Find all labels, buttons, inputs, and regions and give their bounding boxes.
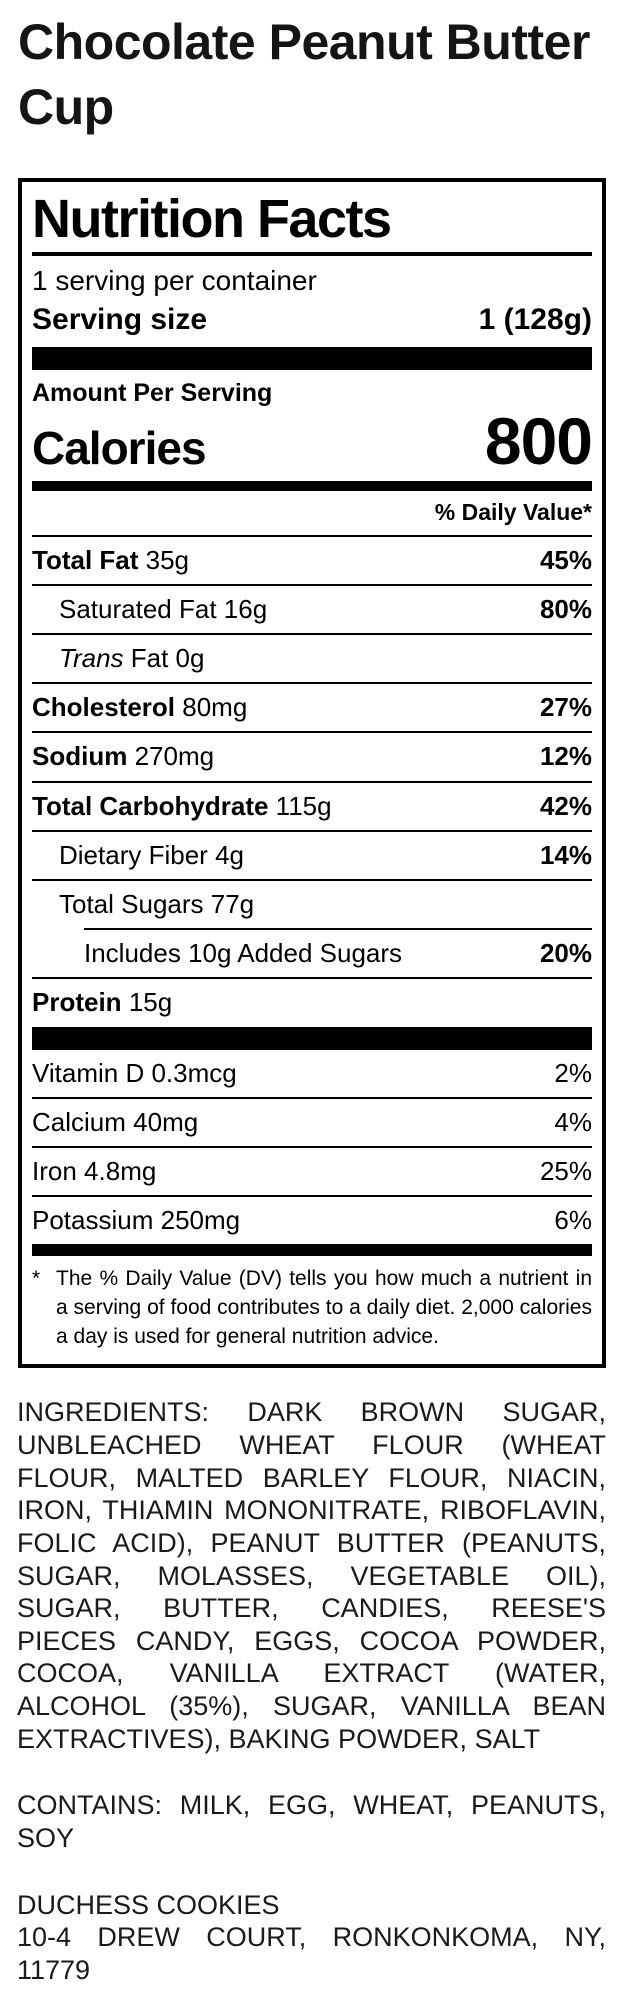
- vitamin-row-iron: Iron 4.8mg 25%: [32, 1148, 592, 1195]
- ingredients-paragraph: INGREDIENTS: DARK BROWN SUGAR, UNBLEACHE…: [17, 1397, 606, 1754]
- servings-per-container: 1 serving per container: [32, 265, 317, 297]
- row-separator: [32, 1195, 592, 1198]
- calories-label: Calories: [32, 421, 207, 474]
- medium-divider-bar: [32, 480, 592, 491]
- row-separator: [32, 682, 592, 685]
- vitamin-row-potassium: Potassium 250mg 6%: [32, 1197, 592, 1244]
- row-separator: [32, 780, 592, 783]
- nutrient-name-amount: Total Fat 35g: [32, 544, 190, 575]
- row-separator: [32, 879, 592, 881]
- vitamin-dv: 4%: [554, 1106, 592, 1137]
- row-separator: [32, 583, 592, 586]
- nutrient-dv: 14%: [539, 839, 592, 870]
- thick-divider-bar: [32, 1026, 592, 1050]
- serving-size-value: 1 (128g): [478, 302, 592, 336]
- row-separator-indented: [84, 928, 592, 931]
- row-separator: [32, 829, 592, 832]
- allergens-paragraph: CONTAINS: MILK, EGG, WHEAT, PEANUTS, SOY: [17, 1790, 606, 1854]
- nutrient-dv: 27%: [539, 692, 592, 723]
- vitamin-row-vitamin-d: Vitamin D 0.3mcg 2%: [32, 1050, 592, 1097]
- nutrient-row-saturated-fat: Saturated Fat 16g 80%: [32, 586, 592, 633]
- row-separator: [32, 1145, 592, 1148]
- nutrient-dv: 42%: [539, 790, 592, 821]
- vitamin-dv: 2%: [554, 1057, 592, 1088]
- nutrient-row-dietary-fiber: Dietary Fiber 4g 14%: [32, 832, 592, 879]
- serving-size-row: Serving size 1 (128g): [32, 300, 592, 347]
- footnote-text: The % Daily Value (DV) tells you how muc…: [56, 1267, 592, 1349]
- nutrient-dv: 12%: [539, 741, 592, 772]
- nutrient-row-total-fat: Total Fat 35g 45%: [32, 537, 592, 584]
- vitamin-name-amount: Potassium 250mg: [32, 1205, 241, 1236]
- nutrient-dv: 20%: [539, 938, 592, 969]
- manufacturer-name: DUCHESS COOKIES: [17, 1889, 280, 1920]
- page-title: Chocolate Peanut Butter Cup: [18, 14, 590, 135]
- nutrient-row-added-sugars: Includes 10g Added Sugars 20%: [32, 930, 592, 977]
- daily-value-header: % Daily Value*: [434, 498, 592, 525]
- nutrient-name-amount: Sodium 270mg: [32, 741, 215, 772]
- nutrient-name-amount: Protein 15g: [32, 987, 173, 1018]
- serving-size-label: Serving size: [32, 302, 208, 336]
- footnote-asterisk: *: [32, 1267, 41, 1291]
- nutrient-name-amount: Dietary Fiber 4g: [59, 839, 244, 870]
- nutrient-row-total-carbohydrate: Total Carbohydrate 115g 42%: [32, 783, 592, 830]
- nutrition-facts-heading: Nutrition Facts: [32, 189, 392, 249]
- row-separator: [32, 633, 592, 636]
- manufacturer-address: 10-4 DREW COURT, RONKONKOMA, NY, 11779: [17, 1922, 606, 1986]
- row-separator: [32, 731, 592, 734]
- vitamin-row-calcium: Calcium 40mg 4%: [32, 1099, 592, 1146]
- nutrient-row-cholesterol: Cholesterol 80mg 27%: [32, 684, 592, 731]
- vitamin-name-amount: Vitamin D 0.3mcg: [32, 1057, 237, 1088]
- nutrient-name-amount: Trans Fat 0g: [59, 643, 205, 674]
- calories-value: 800: [484, 403, 593, 478]
- nutrient-row-total-sugars: Total Sugars 77g: [32, 881, 592, 928]
- calories-row: Calories 800: [32, 403, 593, 481]
- nutrient-name-amount: Total Carbohydrate 115g: [32, 790, 332, 821]
- nutrient-row-protein: Protein 15g: [32, 979, 592, 1026]
- nutrient-name-amount: Saturated Fat 16g: [59, 593, 268, 624]
- thick-divider-bar: [32, 346, 592, 370]
- vitamin-dv: 25%: [539, 1155, 592, 1186]
- row-separator: [32, 534, 592, 537]
- row-separator: [32, 1096, 592, 1099]
- nutrient-row-trans-fat: Trans Fat 0g: [32, 635, 592, 682]
- vitamin-dv: 6%: [554, 1205, 592, 1236]
- nutrition-facts-panel: Nutrition Facts 1 serving per container …: [18, 178, 606, 1369]
- daily-value-footnote: * The % Daily Value (DV) tells you how m…: [32, 1256, 592, 1352]
- heading-rule: [32, 252, 592, 257]
- footnote-divider-bar: [32, 1244, 592, 1257]
- manufacturer-block: DUCHESS COOKIES 10-4 DREW COURT, RONKONK…: [16, 1889, 606, 1987]
- nutrient-row-sodium: Sodium 270mg 12%: [32, 733, 592, 780]
- vitamin-name-amount: Calcium 40mg: [32, 1106, 199, 1137]
- nutrient-name-amount: Cholesterol 80mg: [32, 692, 248, 723]
- nutrient-dv: 80%: [539, 593, 592, 624]
- nutrient-dv: 45%: [539, 544, 592, 575]
- row-separator: [32, 977, 592, 980]
- vitamin-name-amount: Iron 4.8mg: [32, 1155, 157, 1186]
- nutrient-name-amount: Includes 10g Added Sugars: [84, 938, 403, 969]
- nutrient-name-amount: Total Sugars 77g: [59, 889, 255, 919]
- amount-per-serving-label: Amount Per Serving: [32, 378, 273, 407]
